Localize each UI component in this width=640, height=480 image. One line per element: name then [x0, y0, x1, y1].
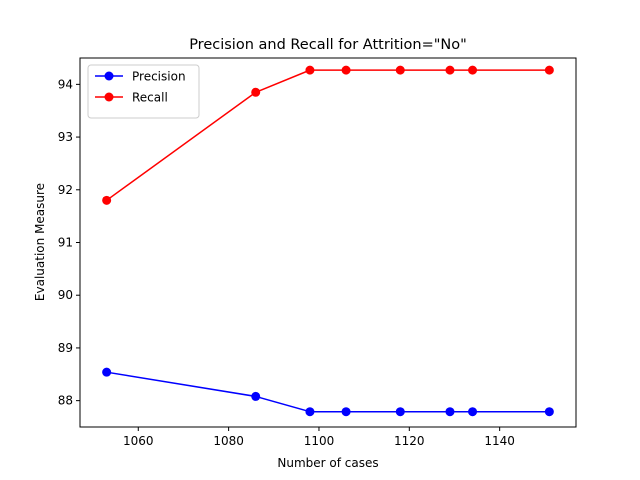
- data-point-recall: [251, 87, 261, 97]
- data-point-recall: [468, 65, 478, 75]
- y-tick-label: 91: [58, 236, 73, 250]
- legend-label-recall: Recall: [132, 91, 168, 105]
- data-point-recall: [445, 65, 455, 75]
- data-point-recall: [395, 65, 405, 75]
- data-point-precision: [341, 407, 351, 417]
- data-point-precision: [305, 407, 315, 417]
- x-tick-label: 1120: [394, 434, 425, 448]
- legend: Precision Recall: [87, 64, 200, 119]
- data-point-precision: [445, 407, 455, 417]
- y-tick-label: 90: [58, 288, 73, 302]
- legend-swatch-marker-recall: [104, 92, 114, 102]
- legend-swatch-marker-precision: [104, 71, 114, 81]
- data-point-precision: [251, 391, 261, 401]
- data-point-precision: [395, 407, 405, 417]
- x-tick-label: 1060: [123, 434, 154, 448]
- data-point-precision: [544, 407, 554, 417]
- legend-box: [87, 64, 200, 119]
- axes-layer: 1060 1080 1100 1120 1140 88 89 90 91 92 93 94: [58, 57, 577, 448]
- data-point-recall: [341, 65, 351, 75]
- y-axis-label: Evaluation Measure: [33, 183, 47, 301]
- series-layer: [102, 65, 554, 417]
- data-point-recall: [102, 195, 112, 205]
- y-tick-label: 92: [58, 183, 73, 197]
- x-axis-label: Number of cases: [277, 456, 378, 470]
- y-tick-label: 93: [58, 130, 73, 144]
- y-tick-label: 88: [58, 394, 73, 408]
- x-tick-label: 1140: [484, 434, 515, 448]
- legend-label-precision: Precision: [132, 70, 186, 84]
- x-tick-label: 1080: [213, 434, 244, 448]
- data-point-recall: [305, 65, 315, 75]
- chart-title: Precision and Recall for Attrition="No": [189, 37, 467, 53]
- y-tick-label: 89: [58, 341, 73, 355]
- data-point-recall: [544, 65, 554, 75]
- x-tick-label: 1100: [304, 434, 335, 448]
- data-point-precision: [468, 407, 478, 417]
- y-tick-label: 94: [58, 77, 73, 91]
- data-point-precision: [102, 367, 112, 377]
